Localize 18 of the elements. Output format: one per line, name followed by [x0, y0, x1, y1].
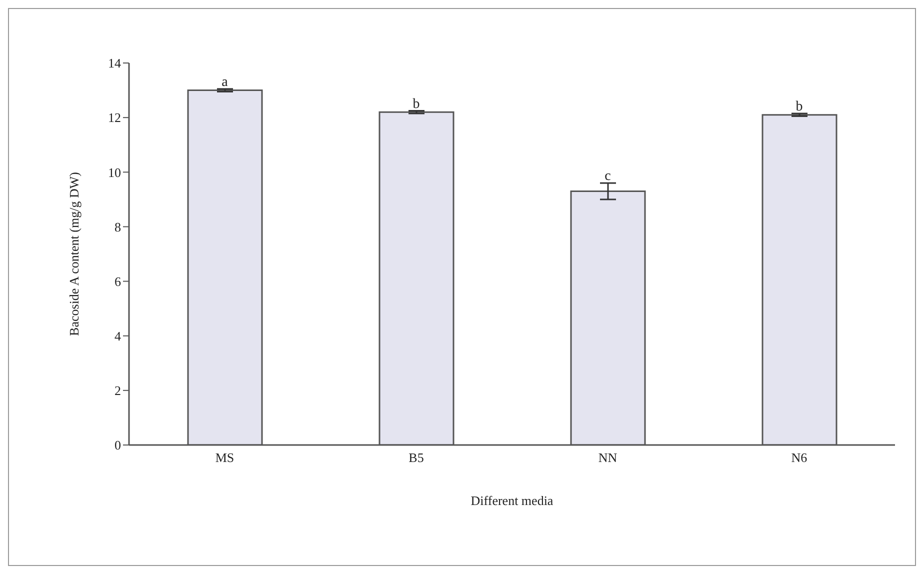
x-tick-label: MS	[215, 450, 234, 466]
y-tick-label: 8	[114, 219, 121, 234]
y-tick-label: 10	[108, 164, 121, 180]
x-tick-label: N6	[791, 450, 808, 466]
y-tick-label: 0	[114, 438, 121, 453]
annotation: b	[796, 99, 803, 114]
y-axis-title: Bacoside A content (mg/g DW)	[66, 172, 82, 336]
y-tick-label: 12	[108, 110, 121, 126]
x-tick-label: NN	[598, 450, 618, 466]
y-tick-label: 6	[114, 274, 122, 289]
annotation: b	[412, 96, 420, 112]
x-tick-label: B5	[408, 450, 424, 466]
x-axis-title: Different media	[470, 493, 554, 508]
y-tick-label: 14	[108, 56, 122, 71]
y-tick-label: 4	[114, 328, 122, 344]
annotation: a	[222, 74, 229, 90]
annotation: c	[604, 169, 611, 184]
y-tick-label: 2	[114, 383, 121, 398]
